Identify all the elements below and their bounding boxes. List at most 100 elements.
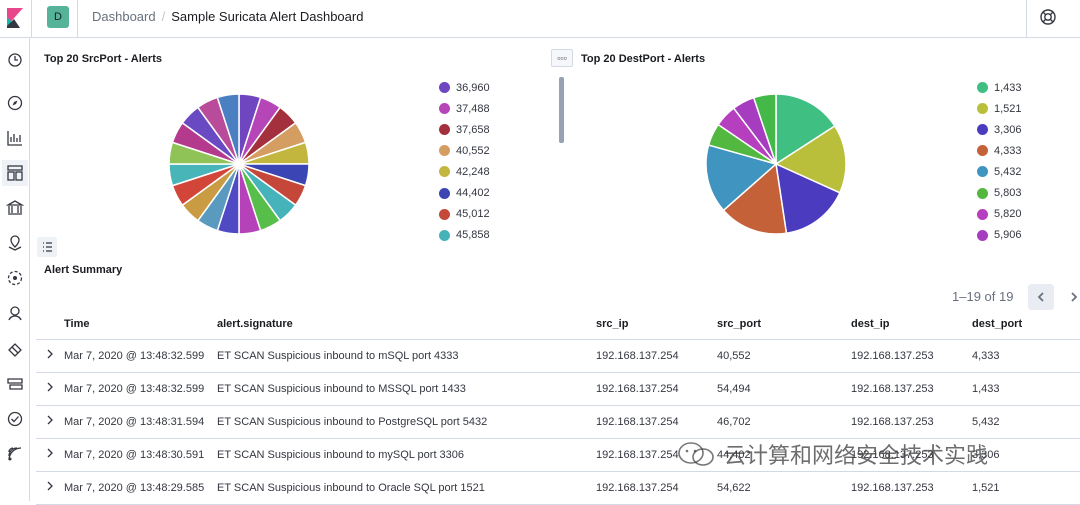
prev-page-button[interactable] (1028, 284, 1054, 310)
dashboard-icon[interactable] (2, 160, 28, 186)
cell-signature: ET SCAN Suspicious inbound to Oracle SQL… (217, 471, 596, 505)
next-page-button[interactable] (1061, 284, 1080, 310)
legend-label: 45,858 (456, 229, 490, 242)
legend-item[interactable]: 5,432 (977, 161, 1022, 182)
kibana-logo[interactable] (0, 0, 32, 38)
column-header-src-ip[interactable]: src_ip (596, 309, 717, 340)
legend-item[interactable]: 40,552 (439, 140, 490, 161)
table-row[interactable]: Mar 7, 2020 @ 13:48:32.599 ET SCAN Suspic… (36, 372, 1080, 406)
cell-src-ip: 192.168.137.254 (596, 372, 717, 406)
breadcrumb-dashboard[interactable]: Dashboard (92, 9, 156, 24)
chevron-right-icon (47, 415, 53, 425)
compass-icon[interactable] (6, 94, 24, 112)
legend-item[interactable]: 5,906 (977, 225, 1022, 246)
legend-swatch (439, 208, 450, 220)
legend-scrollbar[interactable] (559, 77, 564, 143)
uptime-icon[interactable] (6, 410, 24, 428)
cell-dest-ip: 192.168.137.253 (851, 405, 972, 439)
cell-signature: ET SCAN Suspicious inbound to mSQL port … (217, 339, 596, 373)
canvas-icon[interactable] (5, 199, 25, 217)
cell-src-port: 46,702 (717, 405, 851, 439)
expand-row-button[interactable] (36, 471, 64, 505)
legend-swatch (977, 187, 988, 199)
legend-label: 5,803 (994, 187, 1022, 200)
legend-item[interactable]: 5,803 (977, 182, 1022, 203)
legend-toggle-button[interactable] (37, 237, 57, 257)
cell-time: Mar 7, 2020 @ 13:48:30.591 (64, 438, 217, 472)
infrastructure-icon[interactable] (6, 304, 24, 322)
column-header-time[interactable]: Time (64, 309, 217, 340)
chevron-right-icon (47, 448, 53, 458)
legend-label: 3,306 (994, 123, 1022, 136)
legend-item[interactable]: 1,521 (977, 98, 1022, 119)
table-row[interactable]: Mar 7, 2020 @ 13:48:32.599 ET SCAN Suspic… (36, 339, 1080, 373)
pie-slice[interactable] (775, 93, 836, 166)
legend-item[interactable]: 44,402 (439, 182, 490, 203)
table-row[interactable]: Mar 7, 2020 @ 13:48:31.594 ET SCAN Suspic… (36, 405, 1080, 439)
legend-swatch (439, 103, 450, 115)
legend-swatch (439, 166, 450, 178)
column-header-dest-port[interactable]: dest_port (972, 309, 1080, 340)
pie-slice[interactable] (722, 162, 788, 235)
legend-swatch (977, 103, 988, 115)
legend-item[interactable]: 4,333 (977, 140, 1022, 161)
pie-slice[interactable] (774, 124, 847, 194)
cell-signature: ET SCAN Suspicious inbound to MSSQL port… (217, 372, 596, 406)
legend-item[interactable]: 36,960 (439, 77, 490, 98)
legend-item[interactable]: 1,433 (977, 77, 1022, 98)
legend-item[interactable]: 42,248 (439, 161, 490, 182)
legend-label: 45,012 (456, 208, 490, 221)
cell-src-port: 54,494 (717, 372, 851, 406)
help-button[interactable] (1026, 0, 1080, 38)
legend-label: 5,906 (994, 229, 1022, 242)
legend-swatch (977, 208, 988, 220)
column-header-signature[interactable]: alert.signature (217, 309, 596, 340)
pie-slice[interactable] (705, 144, 778, 212)
breadcrumb-separator: / (161, 9, 166, 24)
legend-swatch (977, 145, 988, 157)
pie-slice[interactable] (216, 93, 240, 165)
table-row[interactable]: Mar 7, 2020 @ 13:48:29.585 ET SCAN Suspic… (36, 471, 1080, 505)
breadcrumb-current: Sample Suricata Alert Dashboard (171, 9, 364, 24)
siem-icon[interactable] (6, 445, 24, 463)
legend-item[interactable]: 45,858 (439, 225, 490, 246)
cell-src-port: 54,622 (717, 471, 851, 505)
chevron-right-icon (47, 349, 53, 359)
watermark: 云计算和网络安全技术实践 (676, 437, 988, 471)
expand-row-button[interactable] (36, 438, 64, 472)
logs-icon[interactable] (6, 340, 24, 358)
panel-options-button[interactable]: ▫▫▫ (551, 49, 573, 67)
legend-item[interactable]: 3,306 (977, 119, 1022, 140)
legend-item[interactable]: 37,488 (439, 98, 490, 119)
legend-label: 1,433 (994, 81, 1022, 94)
pie-slice[interactable] (752, 93, 777, 165)
chevron-right-icon (47, 382, 53, 392)
cell-src-ip: 192.168.137.254 (596, 339, 717, 373)
legend-item[interactable]: 5,820 (977, 204, 1022, 225)
clock-icon[interactable] (6, 51, 24, 69)
table-row[interactable]: Mar 7, 2020 @ 13:48:30.591 ET SCAN Suspic… (36, 438, 1080, 472)
visualize-icon[interactable] (6, 129, 24, 147)
legend-label: 42,248 (456, 165, 490, 178)
dest-port-pie[interactable] (705, 93, 847, 235)
expand-row-button[interactable] (36, 339, 64, 373)
cell-dest-port: 5,432 (972, 405, 1080, 439)
src-port-pie[interactable] (168, 93, 310, 235)
expand-row-button[interactable] (36, 372, 64, 406)
legend-item[interactable]: 45,012 (439, 204, 490, 225)
src-port-legend: 36,960 37,488 37,658 40,552 42,248 44,402 45,0… (439, 77, 490, 246)
ml-icon[interactable] (6, 269, 24, 287)
cell-src-ip: 192.168.137.254 (596, 471, 717, 505)
maps-icon[interactable] (6, 234, 24, 252)
column-header-dest-ip[interactable]: dest_ip (851, 309, 972, 340)
legend-item[interactable]: 37,658 (439, 119, 490, 140)
pagination-text: 1–19 of 19 (952, 289, 1014, 304)
space-avatar[interactable]: D (47, 6, 69, 28)
list-icon (43, 242, 52, 252)
apm-icon[interactable] (6, 375, 24, 393)
expand-row-button[interactable] (36, 405, 64, 439)
pie-slice[interactable] (775, 162, 841, 235)
legend-label: 1,521 (994, 102, 1022, 115)
legend-label: 4,333 (994, 144, 1022, 157)
column-header-src-port[interactable]: src_port (717, 309, 851, 340)
